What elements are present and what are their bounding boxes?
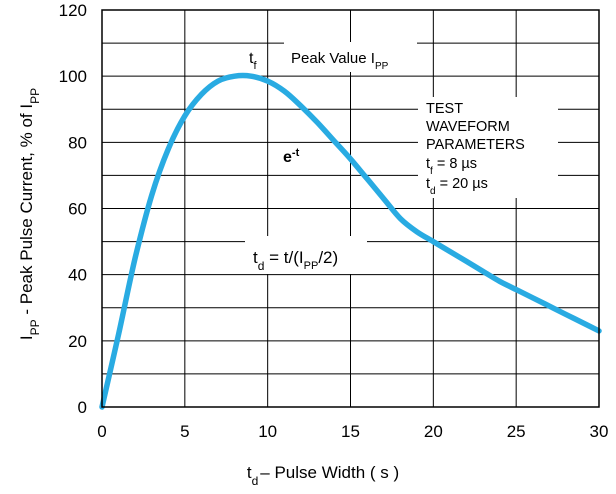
y-tick-label: 80 [68, 133, 87, 152]
x-tick-label: 25 [507, 422, 526, 441]
x-tick-label: 10 [258, 422, 277, 441]
params-tf: tf = 8 µs [426, 156, 477, 177]
x-axis-label: td – Pulse Width ( s ) [247, 463, 399, 488]
x-tick-label: 5 [180, 422, 189, 441]
peak-label-box [284, 42, 417, 72]
y-tick-label: 120 [59, 1, 87, 20]
parameters-box [418, 97, 558, 198]
y-tick-label: 60 [68, 200, 87, 219]
x-tick-label: 15 [341, 422, 360, 441]
td-equation-annotation: td = t/(IPP/2) [253, 248, 338, 273]
x-tick-label: 30 [590, 422, 609, 441]
params-line-2: WAVEFORM [426, 119, 510, 135]
params-line-1: TEST [426, 101, 463, 117]
y-tick-label: 0 [78, 398, 87, 417]
x-tick-label: 20 [424, 422, 443, 441]
test-parameters: TEST WAVEFORM PARAMETERS tf = 8 µs td = … [426, 101, 525, 197]
y-tick-label: 100 [59, 67, 87, 86]
plot-frame [101, 9, 600, 408]
y-tick-label: 20 [68, 332, 87, 351]
td-equation-box [245, 236, 367, 274]
x-tick-labels: 0 5 10 15 20 25 30 [97, 422, 608, 441]
vertical-gridlines [184, 10, 517, 407]
y-tick-labels: 0 20 40 60 80 100 120 [59, 1, 87, 417]
params-line-3: PARAMETERS [426, 137, 525, 153]
series-line [99, 72, 602, 410]
peak-value-annotation: Peak Value IPP [291, 50, 389, 72]
y-axis-label: IPP - Peak Pulse Current, % of IPP [17, 88, 42, 340]
y-tick-label: 40 [68, 266, 87, 285]
x-tick-label: 0 [97, 422, 106, 441]
tf-annotation: tf [249, 50, 257, 72]
params-td: td = 20 µs [426, 176, 488, 197]
exponential-annotation: e-t [283, 147, 300, 166]
